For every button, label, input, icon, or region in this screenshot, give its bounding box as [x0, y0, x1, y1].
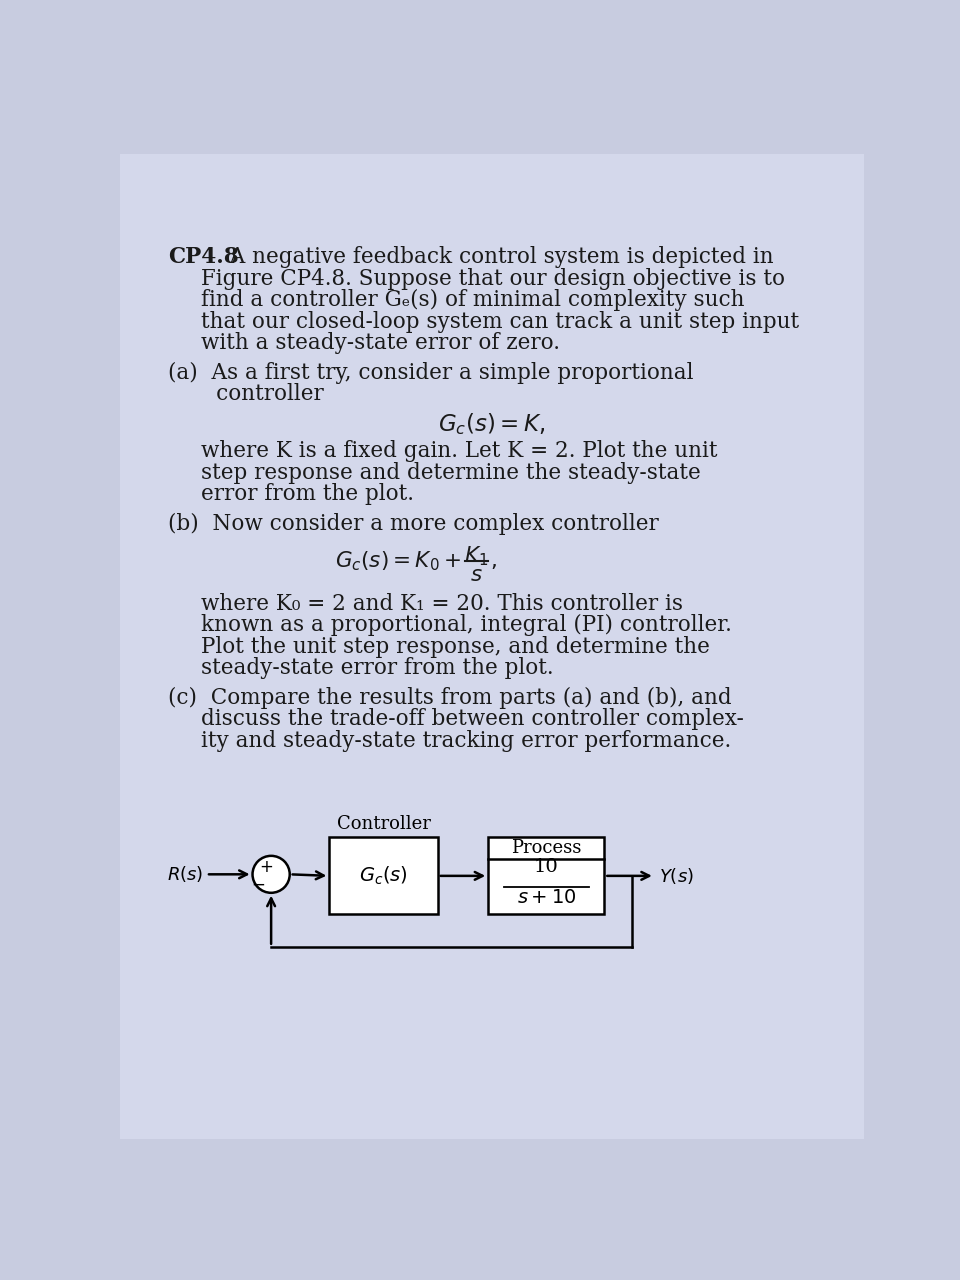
Text: $s + 10$: $s + 10$: [516, 888, 576, 908]
Text: (c)  Compare the results from parts (a) and (b), and: (c) Compare the results from parts (a) a…: [168, 686, 732, 709]
Text: discuss the trade-off between controller complex-: discuss the trade-off between controller…: [202, 708, 744, 730]
Text: A negative feedback control system is depicted in: A negative feedback control system is de…: [216, 246, 774, 268]
Text: where K is a fixed gain. Let K = 2. Plot the unit: where K is a fixed gain. Let K = 2. Plot…: [202, 440, 718, 462]
Text: $s$: $s$: [470, 564, 483, 586]
Bar: [488, 837, 605, 914]
Text: $G_c(s)$: $G_c(s)$: [359, 865, 408, 887]
Text: $G_c(s) = K,$: $G_c(s) = K,$: [439, 412, 545, 438]
Text: where K₀ = 2 and K₁ = 20. This controller is: where K₀ = 2 and K₁ = 20. This controlle…: [202, 593, 684, 614]
Text: 10: 10: [534, 858, 559, 876]
Text: CP4.8: CP4.8: [168, 246, 239, 268]
Circle shape: [252, 856, 290, 893]
Text: $G_c(s) = K_0 + $: $G_c(s) = K_0 + $: [335, 549, 461, 572]
Text: controller: controller: [168, 383, 324, 404]
Text: (a)  As a first try, consider a simple proportional: (a) As a first try, consider a simple pr…: [168, 361, 693, 384]
Text: (b)  Now consider a more complex controller: (b) Now consider a more complex controll…: [168, 512, 659, 535]
Bar: [329, 837, 438, 914]
Text: Process: Process: [511, 840, 582, 858]
Text: with a steady-state error of zero.: with a steady-state error of zero.: [202, 333, 561, 355]
Text: steady-state error from the plot.: steady-state error from the plot.: [202, 657, 554, 680]
Text: +: +: [259, 858, 274, 876]
Text: $R(s)$: $R(s)$: [167, 864, 203, 884]
Text: $K_1$: $K_1$: [465, 544, 489, 567]
Text: $Y(s)$: $Y(s)$: [659, 865, 693, 886]
Text: error from the plot.: error from the plot.: [202, 483, 415, 506]
Text: Plot the unit step response, and determine the: Plot the unit step response, and determi…: [202, 636, 710, 658]
Text: Controller: Controller: [337, 815, 430, 833]
Text: $,$: $,$: [491, 550, 497, 572]
Text: ity and steady-state tracking error performance.: ity and steady-state tracking error perf…: [202, 730, 732, 751]
Text: find a controller Gₑ(s) of minimal complexity such: find a controller Gₑ(s) of minimal compl…: [202, 289, 745, 311]
Text: Figure CP4.8. Suppose that our design objective is to: Figure CP4.8. Suppose that our design ob…: [202, 268, 785, 289]
Text: step response and determine the steady-state: step response and determine the steady-s…: [202, 462, 701, 484]
Text: −: −: [251, 876, 265, 895]
Text: known as a proportional, integral (PI) controller.: known as a proportional, integral (PI) c…: [202, 614, 732, 636]
Text: that our closed-loop system can track a unit step input: that our closed-loop system can track a …: [202, 311, 800, 333]
